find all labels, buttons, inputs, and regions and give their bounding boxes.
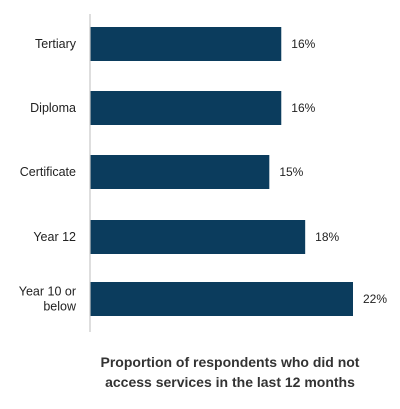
value-label: 22% <box>363 292 387 306</box>
value-label: 18% <box>315 230 339 244</box>
bar-diploma <box>90 91 282 125</box>
category-label: below <box>43 300 77 314</box>
category-label: Certificate <box>20 165 76 179</box>
bar-tertiary <box>90 27 282 61</box>
chart-caption-line-2: access services in the last 12 months <box>105 374 355 390</box>
labels-layer: 16% Tertiary 16% Diploma 15% Certificate 18% Ye… <box>19 37 388 314</box>
value-label: 16% <box>291 101 315 115</box>
category-label: Tertiary <box>35 37 77 51</box>
category-label: Year 10 or <box>19 285 76 299</box>
value-label: 16% <box>291 37 315 51</box>
chart-caption-line-1: Proportion of respondents who did not <box>100 354 360 370</box>
bar-certificate <box>90 155 270 189</box>
category-label: Year 12 <box>33 230 76 244</box>
category-label: Diploma <box>30 101 76 115</box>
bar-year-12 <box>90 220 306 254</box>
bar-year-10-or-below <box>90 282 353 316</box>
chart-caption: Proportion of respondents who did not ac… <box>0 352 400 392</box>
value-label: 15% <box>279 165 303 179</box>
bars-layer <box>90 27 353 316</box>
